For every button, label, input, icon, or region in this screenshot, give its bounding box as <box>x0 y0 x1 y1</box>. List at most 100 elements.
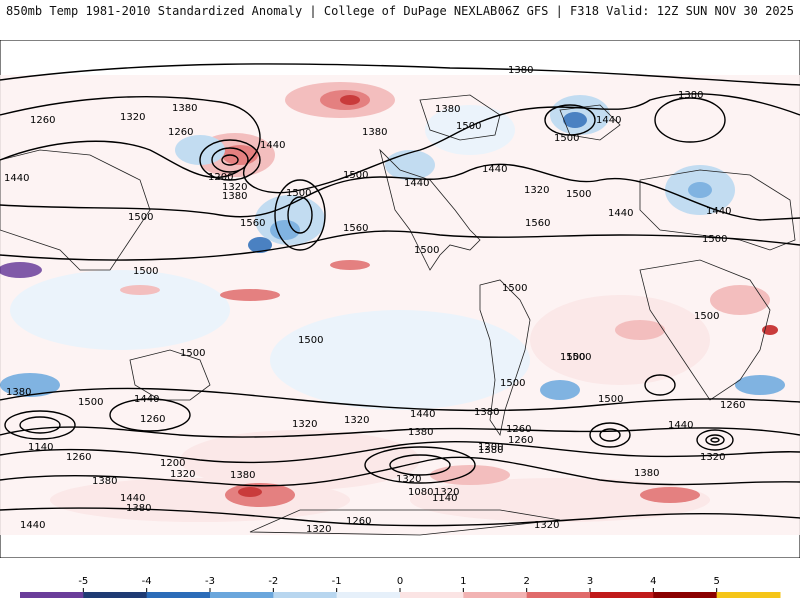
colorbar-segment <box>716 592 781 598</box>
contour-label: 1380 <box>230 470 255 481</box>
colorbar-tick-label: 5 <box>713 576 719 587</box>
contour-label: 1440 <box>20 520 45 531</box>
contour-label: 1380 <box>435 104 460 115</box>
contour-label: 1440 <box>4 173 29 184</box>
contour-label: 1260 <box>66 452 91 463</box>
contour-label: 1440 <box>134 394 159 405</box>
contour-label: 1140 <box>432 493 457 504</box>
contour-label: 1500 <box>566 189 591 200</box>
contour-label: 1500 <box>502 283 527 294</box>
anomaly-map: 1380 1380 1320 1260 1260 1440 1200 1320 … <box>0 40 800 558</box>
contour-label: 1260 <box>506 424 531 435</box>
contour-label: 1440 <box>482 164 507 175</box>
contour-label: 1260 <box>346 516 371 527</box>
contour-label: 1500 <box>133 266 158 277</box>
colorbar-segment <box>210 592 274 598</box>
contour-label: 1440 <box>404 178 429 189</box>
contour-label: 1320 <box>120 112 145 123</box>
colorbar-tick-label: 3 <box>587 576 593 587</box>
map-title: 850mb Temp 1981-2010 Standardized Anomal… <box>6 4 498 18</box>
contour-label: 1260 <box>140 414 165 425</box>
contour-label: 1560 <box>240 218 265 229</box>
contour-label: 1500 <box>566 352 591 363</box>
contour-label: 1380 <box>6 387 31 398</box>
contour-label: 1500 <box>598 394 623 405</box>
model-run-info: 06Z GFS | F318 Valid: 12Z SUN NOV 30 202… <box>497 4 794 18</box>
contour-label: 1380 <box>678 90 703 101</box>
contour-label: 1500 <box>694 311 719 322</box>
contour-label: 1500 <box>414 245 439 256</box>
contour-label: 1500 <box>560 352 585 363</box>
contour-label: 1500 <box>180 348 205 359</box>
colorbar-segment <box>590 592 654 598</box>
contour-label: 1380 <box>362 127 387 138</box>
contour-label: 1500 <box>554 133 579 144</box>
colorbar-segment <box>83 592 148 598</box>
contour-label: 1320 <box>222 182 247 193</box>
contour-label: 1380 <box>92 476 117 487</box>
contour-label: 1380 <box>172 103 197 114</box>
contour-label: 1440 <box>608 208 633 219</box>
contour-label: 1560 <box>343 223 368 234</box>
contour-label: 1500 <box>298 335 323 346</box>
contour-label: 1260 <box>30 115 55 126</box>
contour-label: 1440 <box>260 140 285 151</box>
anomaly-colorbar: -5 -4 -3 -2 -1 0 1 2 3 4 5 <box>0 560 800 600</box>
contour-label: 1440 <box>596 115 621 126</box>
contour-label: 1440 <box>120 493 145 504</box>
colorbar-segment <box>336 592 401 598</box>
contour-label: 1200 <box>160 458 185 469</box>
contour-label-group: 1380 1380 1320 1260 1260 1440 1200 1320 … <box>4 65 745 535</box>
colorbar-segment <box>526 592 591 598</box>
contour-label: 1500 <box>343 170 368 181</box>
coastlines <box>0 94 796 536</box>
contour-label: 1380 <box>474 407 499 418</box>
colorbar-tick-label: 1 <box>460 576 466 587</box>
contour-label: 1500 <box>286 188 311 199</box>
contour-label: 1440 <box>410 409 435 420</box>
contour-label: 1380 <box>126 503 151 514</box>
contour-label: 1320 <box>524 185 549 196</box>
contour-label: 1320 <box>344 415 369 426</box>
contour-label: 1500 <box>500 378 525 389</box>
contour-label: 1380 <box>508 65 533 76</box>
contour-label: 1320 <box>700 452 725 463</box>
contour-label: 1320 <box>170 469 195 480</box>
contour-label: 1380 <box>478 445 503 456</box>
colorbar-segment <box>273 592 338 598</box>
contour-label: 1260 <box>508 435 533 446</box>
colorbar-tick-label: -5 <box>78 576 88 587</box>
contour-label: 1500 <box>456 121 481 132</box>
contour-label: 1320 <box>396 474 421 485</box>
contour-label: 1200 <box>478 442 503 453</box>
contour-label: 1320 <box>306 524 331 535</box>
contour-label: 1500 <box>128 212 153 223</box>
contour-label: 1140 <box>28 442 53 453</box>
colorbar-tick-label: 2 <box>523 576 529 587</box>
colorbar-segment <box>146 592 211 598</box>
colorbar-tick-label: 4 <box>650 576 656 587</box>
colorbar-tick-label: 0 <box>397 576 403 587</box>
colorbar-segment <box>463 592 528 598</box>
contour-label: 1320 <box>534 520 559 531</box>
contour-label: 1320 <box>434 487 459 498</box>
colorbar-segment <box>400 592 464 598</box>
contour-label: 1380 <box>222 191 247 202</box>
contour-label: 1320 <box>292 419 317 430</box>
contour-label: 1260 <box>720 400 745 411</box>
contour-label: 1440 <box>706 206 731 217</box>
colorbar-segment <box>20 592 84 598</box>
contour-label: 1440 <box>668 420 693 431</box>
contour-label: 1380 <box>634 468 659 479</box>
colorbar-tick-label: -2 <box>268 576 278 587</box>
contour-label: 1380 <box>408 427 433 438</box>
contour-label: 1260 <box>168 127 193 138</box>
contour-label: 1200 <box>208 172 233 183</box>
colorbar-tick-label: -1 <box>332 576 342 587</box>
height-contours <box>0 63 800 527</box>
contour-label: 1500 <box>78 397 103 408</box>
colorbar-tick-label: -3 <box>205 576 215 587</box>
contour-label: 1080 <box>408 487 433 498</box>
contour-label: 1500 <box>702 234 727 245</box>
colorbar-tick-label: -4 <box>142 576 152 587</box>
